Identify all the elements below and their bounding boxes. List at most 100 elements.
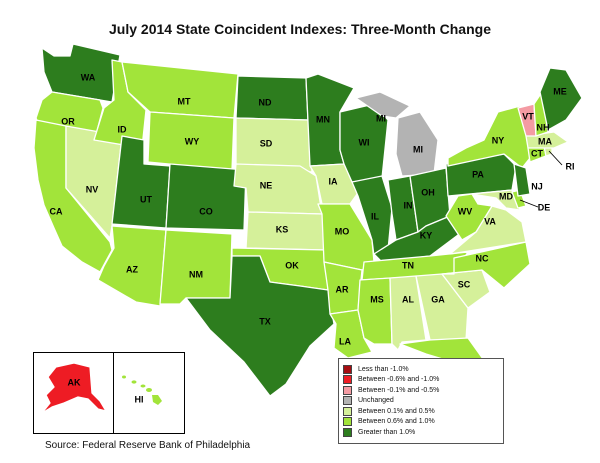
state-label-MS: MS — [370, 294, 384, 304]
state-label-PA: PA — [472, 169, 484, 179]
alaska-map: AK — [41, 362, 107, 414]
legend-item: Less than -1.0% — [343, 364, 499, 375]
state-MD — [471, 189, 521, 211]
source-note: Source: Federal Reserve Bank of Philadel… — [45, 440, 251, 451]
leader-line-DE — [519, 199, 539, 208]
state-NE — [233, 163, 323, 215]
hawaii-islands — [122, 375, 162, 405]
legend-label: Between -0.6% and -1.0% — [358, 376, 440, 384]
state-label-OR: OR — [61, 116, 75, 126]
state-label-NE: NE — [260, 180, 273, 190]
legend-swatch — [343, 364, 352, 374]
state-MS — [357, 277, 393, 345]
state-HI — [131, 380, 137, 384]
state-label-MI-upper: MI — [376, 113, 386, 123]
alaska-inset: AK — [33, 352, 115, 434]
state-ND — [235, 75, 309, 121]
state-label-NC: NC — [476, 253, 489, 263]
state-label-VT: VT — [522, 111, 534, 121]
state-label-OH: OH — [421, 187, 435, 197]
state-label-CA: CA — [50, 206, 63, 216]
state-label-RI: RI — [566, 161, 575, 171]
state-label-HI: HI — [135, 394, 144, 404]
legend-item: Between 0.1% and 0.5% — [343, 406, 499, 417]
state-CO — [165, 163, 247, 231]
state-label-IN: IN — [404, 200, 413, 210]
hawaii-inset: HI — [113, 352, 185, 434]
legend-item: Unchanged — [343, 396, 499, 407]
state-label-KY: KY — [420, 230, 433, 240]
state-label-CO: CO — [199, 206, 213, 216]
state-label-WY: WY — [185, 136, 200, 146]
state-NM — [159, 229, 233, 305]
state-label-IL: IL — [371, 211, 380, 221]
state-HI — [146, 388, 152, 392]
state-MI-upper — [355, 91, 411, 119]
map-title: July 2014 State Coincident Indexes: Thre… — [109, 21, 491, 37]
state-label-MN: MN — [316, 114, 330, 124]
state-label-TN: TN — [402, 260, 414, 270]
state-NJ — [513, 163, 531, 197]
state-ME — [539, 67, 583, 131]
state-label-NJ: NJ — [531, 181, 543, 191]
state-HI — [140, 384, 146, 388]
state-TX — [185, 255, 335, 397]
state-label-TX: TX — [259, 316, 271, 326]
state-label-GA: GA — [431, 294, 445, 304]
state-label-AR: AR — [336, 284, 349, 294]
legend-swatch — [343, 417, 352, 427]
legend-swatch — [343, 375, 352, 385]
state-label-IA: IA — [329, 176, 339, 186]
state-label-AK: AK — [68, 377, 81, 387]
state-SD — [235, 117, 313, 173]
state-label-MA: MA — [538, 136, 552, 146]
state-label-WA: WA — [81, 72, 96, 82]
state-GA — [415, 273, 469, 341]
state-HI — [122, 375, 126, 379]
state-label-WV: WV — [458, 206, 473, 216]
state-label-MD: MD — [499, 191, 513, 201]
state-label-AL: AL — [402, 294, 414, 304]
state-label-LA: LA — [339, 336, 351, 346]
state-label-CT: CT — [531, 148, 543, 158]
legend-item: Between -0.6% and -1.0% — [343, 375, 499, 386]
state-label-OK: OK — [285, 260, 299, 270]
state-label-MI-lower: MI — [413, 144, 423, 154]
state-label-ND: ND — [259, 97, 272, 107]
state-label-DE: DE — [538, 202, 551, 212]
state-HI — [152, 395, 162, 405]
state-label-WI: WI — [359, 137, 370, 147]
legend-label: Between 0.6% and 1.0% — [358, 418, 435, 426]
legend-swatch — [343, 385, 352, 395]
legend-label: Unchanged — [358, 397, 394, 405]
leader-line-RI — [548, 150, 563, 166]
legend-label: Less than -1.0% — [358, 365, 409, 373]
state-label-NM: NM — [189, 269, 203, 279]
state-label-NY: NY — [492, 135, 505, 145]
state-label-ID: ID — [118, 124, 128, 134]
hawaii-map: HI — [122, 375, 162, 405]
legend-swatch — [343, 406, 352, 416]
state-label-NV: NV — [86, 184, 99, 194]
legend-item: Between 0.6% and 1.0% — [343, 417, 499, 428]
state-label-VA: VA — [484, 216, 496, 226]
state-label-SC: SC — [458, 279, 471, 289]
state-AK — [41, 362, 107, 414]
state-label-KS: KS — [276, 224, 289, 234]
state-label-MO: MO — [335, 226, 350, 236]
legend-item: Between -0.1% and -0.5% — [343, 385, 499, 396]
state-label-NH: NH — [537, 122, 550, 132]
state-NH — [533, 91, 549, 137]
legend-label: Greater than 1.0% — [358, 428, 416, 436]
state-WA — [41, 43, 121, 103]
state-label-AZ: AZ — [126, 264, 138, 274]
state-NC — [441, 241, 531, 289]
legend-swatch — [343, 396, 352, 406]
legend-swatch — [343, 427, 352, 437]
state-label-SD: SD — [260, 138, 273, 148]
legend-item: Greater than 1.0% — [343, 427, 499, 438]
legend: Less than -1.0% Between -0.6% and -1.0% … — [338, 358, 504, 444]
legend-label: Between 0.1% and 0.5% — [358, 407, 435, 415]
state-WV — [445, 193, 493, 241]
legend-label: Between -0.1% and -0.5% — [358, 386, 440, 394]
